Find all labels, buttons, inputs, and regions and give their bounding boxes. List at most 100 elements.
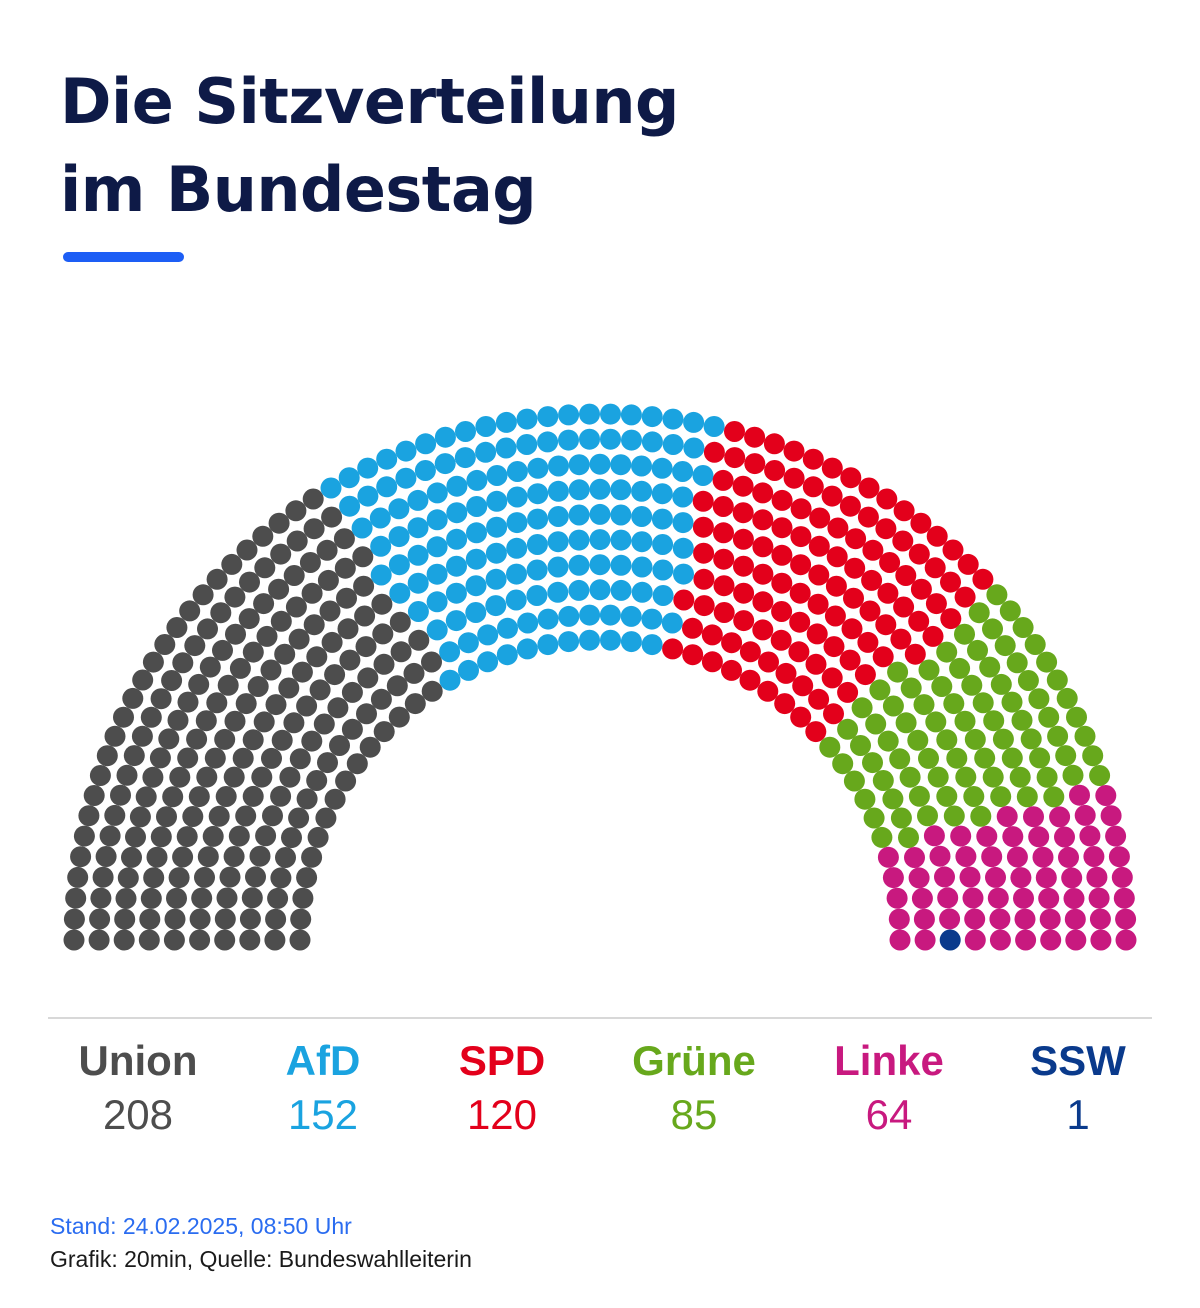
chart-title: Die Sitzverteilung im Bundestag — [60, 58, 679, 234]
seat-linke — [1002, 826, 1024, 848]
seat-union — [301, 582, 323, 604]
seat-union — [206, 568, 228, 590]
seat-gruene — [1062, 764, 1084, 786]
seat-union — [139, 908, 161, 930]
seat-spd — [843, 587, 864, 609]
seat-union — [166, 617, 188, 638]
seat-gruene — [1012, 617, 1034, 638]
footer: Stand: 24.02.2025, 08:50 Uhr Grafik: 20m… — [50, 1210, 472, 1276]
seat-afd — [369, 507, 391, 529]
seat-spd — [752, 482, 774, 504]
seat-spd — [940, 571, 961, 593]
seat-gruene — [862, 752, 883, 774]
seat-union — [140, 706, 162, 728]
legend-name: AfD — [285, 1037, 361, 1084]
seat-union — [316, 539, 338, 561]
seat-gruene — [992, 728, 1014, 750]
seat-union — [291, 661, 313, 683]
seat-afd — [537, 431, 559, 453]
seat-linke — [987, 887, 1009, 909]
seat-spd — [758, 651, 779, 673]
seat-gruene — [851, 697, 873, 719]
seat-linke — [911, 887, 933, 909]
seat-afd — [579, 428, 600, 450]
seat-afd — [370, 564, 392, 586]
seat-union — [299, 552, 321, 573]
seat-afd — [485, 542, 507, 564]
seat-union — [337, 618, 359, 640]
seat-afd — [589, 554, 611, 576]
seat-union — [271, 729, 293, 751]
seat-gruene — [918, 747, 939, 769]
seat-afd — [631, 556, 653, 578]
seat-union — [78, 805, 100, 827]
seat-linke — [1089, 908, 1111, 930]
seat-spd — [854, 664, 876, 686]
seat-afd — [652, 585, 674, 606]
seat-union — [285, 500, 307, 522]
seat-afd — [426, 509, 448, 531]
seat-afd — [445, 582, 467, 604]
seat-union — [334, 557, 356, 579]
seat-afd — [439, 669, 461, 691]
seat-spd — [692, 516, 714, 538]
seat-gruene — [887, 661, 909, 683]
seat-afd — [651, 457, 673, 479]
seat-gruene — [946, 747, 968, 769]
seat-gruene — [913, 694, 935, 716]
seat-linke — [1015, 929, 1037, 951]
seat-union — [261, 747, 282, 769]
seat-spd — [809, 507, 831, 529]
seat-afd — [672, 486, 694, 508]
seat-union — [89, 765, 111, 786]
seat-union — [65, 887, 87, 909]
seat-spd — [872, 646, 894, 668]
seat-linke — [1010, 867, 1032, 889]
seat-afd — [320, 477, 342, 499]
seat-afd — [407, 517, 429, 539]
seat-afd — [465, 575, 487, 597]
seat-union — [288, 628, 310, 650]
seat-union — [164, 908, 186, 930]
seat-afd — [426, 591, 448, 613]
seat-afd — [692, 465, 714, 486]
seat-spd — [840, 467, 862, 489]
seat-union — [302, 488, 324, 510]
seat-gruene — [963, 786, 985, 807]
seat-gruene — [890, 807, 912, 829]
seat-gruene — [1074, 725, 1096, 747]
seat-afd — [395, 467, 417, 489]
seat-spd — [823, 703, 844, 725]
seat-spd — [837, 681, 859, 703]
seat-union — [262, 805, 283, 827]
seat-union — [247, 676, 269, 697]
seat-union — [306, 646, 328, 668]
hemicycle-chart — [63, 403, 1137, 951]
seat-afd — [485, 595, 507, 617]
seat-linke — [908, 867, 930, 889]
seat-spd — [789, 582, 811, 604]
seat-union — [274, 643, 296, 665]
seat-linke — [962, 887, 984, 909]
seat-afd — [568, 479, 590, 501]
seat-union — [238, 608, 260, 630]
seat-spd — [764, 460, 786, 481]
seat-union — [67, 866, 89, 888]
seat-afd — [457, 632, 479, 654]
seat-afd — [662, 408, 684, 430]
seat-union — [355, 636, 377, 658]
title-accent-bar — [63, 252, 184, 262]
seat-afd — [426, 619, 448, 641]
seat-afd — [589, 529, 611, 551]
seat-afd — [547, 480, 569, 502]
seat-afd — [641, 406, 663, 428]
seat-spd — [724, 421, 745, 442]
seat-union — [283, 712, 305, 734]
seat-spd — [957, 553, 979, 575]
seat-spd — [790, 526, 812, 548]
seat-union — [168, 867, 190, 889]
seat-union — [83, 785, 105, 806]
seat-union — [235, 693, 257, 715]
seat-afd — [589, 579, 611, 601]
seat-gruene — [900, 677, 922, 699]
